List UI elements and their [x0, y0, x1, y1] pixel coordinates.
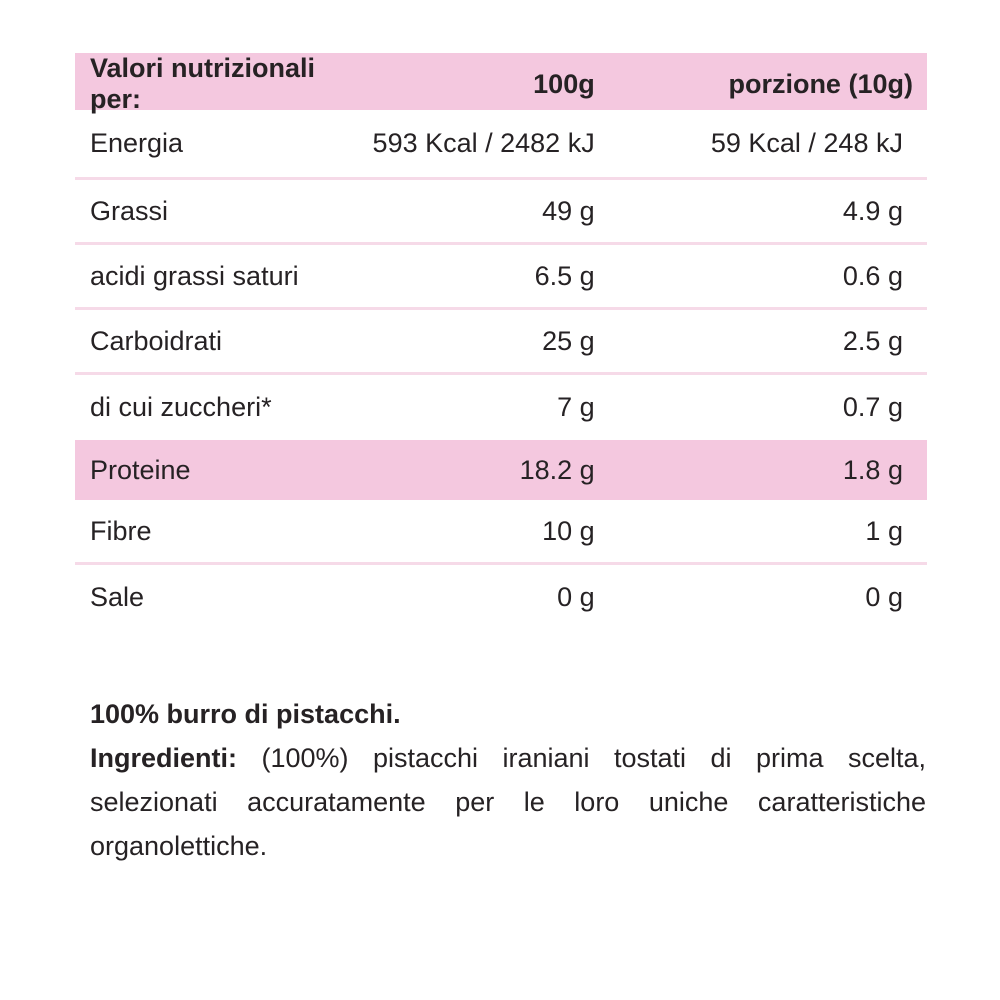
row-value-100g: 7 g: [557, 392, 595, 422]
row-value-portion: 1.8 g: [842, 454, 903, 485]
row-value-100g: 18.2 g: [519, 454, 595, 485]
product-description: 100% burro di pistacchi. Ingredienti: (1…: [90, 692, 926, 868]
row-label: Carboidrati: [90, 325, 223, 356]
row-value-portion: 0 g: [865, 582, 903, 612]
row-label: Fibre: [90, 515, 152, 546]
row-value-portion: 0.7 g: [842, 392, 903, 422]
table-header-row: Valori nutrizionali per: 100g porzione (…: [75, 53, 927, 114]
row-value-100g: 0 g: [557, 582, 595, 612]
header-col-100g: 100g: [533, 68, 595, 99]
table-row-energia: Energia 593 Kcal / 2482 kJ 59 Kcal / 248…: [75, 110, 927, 180]
row-label: di cui zuccheri*: [90, 392, 272, 422]
row-label: Proteine: [90, 454, 191, 485]
product-headline: 100% burro di pistacchi.: [90, 699, 401, 729]
ingredients-text: (100%) pistacchi iraniani tostati di pri…: [90, 743, 926, 861]
row-value-100g: 25 g: [542, 325, 595, 356]
table-row-di-cui-zuccheri: di cui zuccheri* 7 g 0.7 g: [75, 375, 927, 440]
header-label: Valori nutrizionali per:: [90, 53, 316, 114]
row-value-100g: 6.5 g: [534, 260, 595, 291]
row-label: acidi grassi saturi: [90, 260, 299, 291]
row-value-portion: 0.6 g: [842, 260, 903, 291]
header-col-portion: porzione (10g): [728, 68, 913, 99]
row-value-portion: 2.5 g: [842, 325, 903, 356]
table-row-proteine: Proteine 18.2 g 1.8 g: [75, 440, 927, 500]
row-label: Sale: [90, 582, 145, 612]
row-value-100g: 593 Kcal / 2482 kJ: [372, 128, 595, 158]
row-value-portion: 1 g: [865, 515, 903, 546]
table-row-grassi: Grassi 49 g 4.9 g: [75, 180, 927, 245]
row-label: Grassi: [90, 195, 169, 226]
table-row-fibre: Fibre 10 g 1 g: [75, 500, 927, 565]
row-value-portion: 59 Kcal / 248 kJ: [710, 128, 903, 158]
table-row-sale: Sale 0 g 0 g: [75, 565, 927, 630]
row-value-100g: 10 g: [542, 515, 595, 546]
ingredients-label: Ingredienti:: [90, 743, 237, 773]
row-value-portion: 4.9 g: [842, 195, 903, 226]
table-row-acidi-grassi-saturi: acidi grassi saturi 6.5 g 0.6 g: [75, 245, 927, 310]
row-label: Energia: [90, 128, 184, 158]
ingredients-paragraph: Ingredienti: (100%) pistacchi iraniani t…: [90, 736, 926, 868]
row-value-100g: 49 g: [542, 195, 595, 226]
table-row-carboidrati: Carboidrati 25 g 2.5 g: [75, 310, 927, 375]
nutrition-table: Valori nutrizionali per: 100g porzione (…: [75, 53, 927, 630]
